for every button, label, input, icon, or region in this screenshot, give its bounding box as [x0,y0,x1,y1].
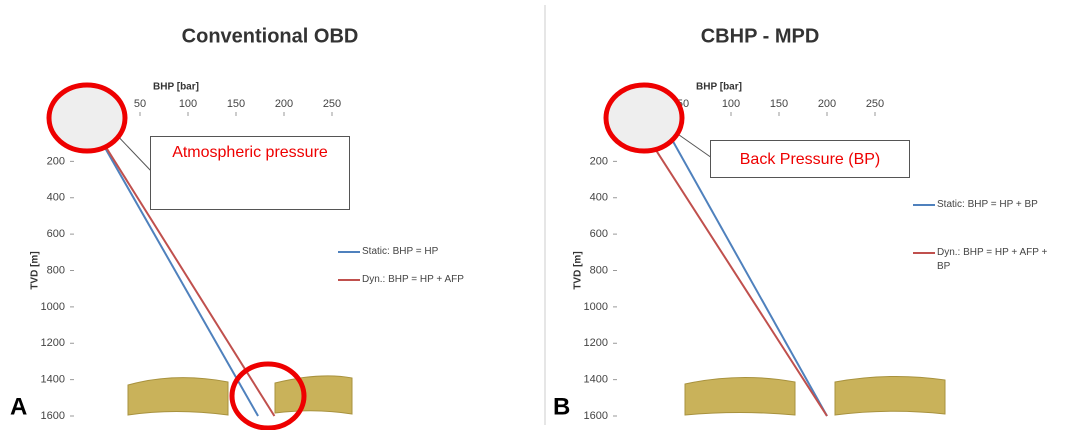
y-tick-label: 600 [590,228,608,240]
legend-entry: Dyn.: BHP = HP + AFP + BP [937,246,1062,274]
y-tick-label: 1200 [584,337,608,349]
x-tick-label: 250 [866,98,884,110]
y-axis-label: TVD [m] [30,251,41,289]
y-tick-label: 400 [47,192,65,204]
chart: Conventional OBD A BHP [bar] TVD [m] 50 100 15… [0,0,1087,430]
x-tick-label: 150 [227,98,245,110]
y-tick-label: 800 [47,264,65,276]
y-tick-label: 1600 [41,410,65,422]
y-tick-label: 1200 [41,337,65,349]
chart-title: CBHP - MPD [701,25,820,47]
legend-entry: Dyn.: BHP = HP + AFP [362,273,487,287]
x-tick-label: 100 [179,98,197,110]
y-tick-label: 1400 [584,374,608,386]
y-tick-label: 600 [47,228,65,240]
legend-entry: Static: BHP = HP + BP [937,198,1062,212]
y-tick-label: 1600 [584,410,608,422]
marker-ellipse [606,85,682,151]
panel-label: B [553,393,570,420]
panel-label: A [10,393,27,420]
figure: Conventional OBD A BHP [bar] TVD [m] 50 100 15… [0,0,1087,430]
y-tick-label: 1400 [41,374,65,386]
y-tick-label: 800 [590,264,608,276]
y-tick-label: 200 [590,155,608,167]
x-tick-label: 200 [818,98,836,110]
y-tick-label: 1000 [584,301,608,313]
y-axis-label: TVD [m] [573,251,584,289]
annotation: Atmospheric pressure [150,136,350,210]
x-tick-label: 250 [323,98,341,110]
x-tick-label: 150 [770,98,788,110]
x-axis-label: BHP [bar] [153,82,199,93]
x-tick-label: 200 [275,98,293,110]
y-tick-label: 1000 [41,301,65,313]
chart-title: Conventional OBD [182,25,359,47]
legend-entry: Static: BHP = HP [362,245,487,259]
x-tick-label: 50 [134,98,146,110]
x-tick-label: 100 [722,98,740,110]
x-axis-label: BHP [bar] [696,82,742,93]
marker-ellipse [49,85,125,151]
annotation: Back Pressure (BP) [710,140,910,178]
y-tick-label: 400 [590,192,608,204]
y-tick-label: 200 [47,155,65,167]
